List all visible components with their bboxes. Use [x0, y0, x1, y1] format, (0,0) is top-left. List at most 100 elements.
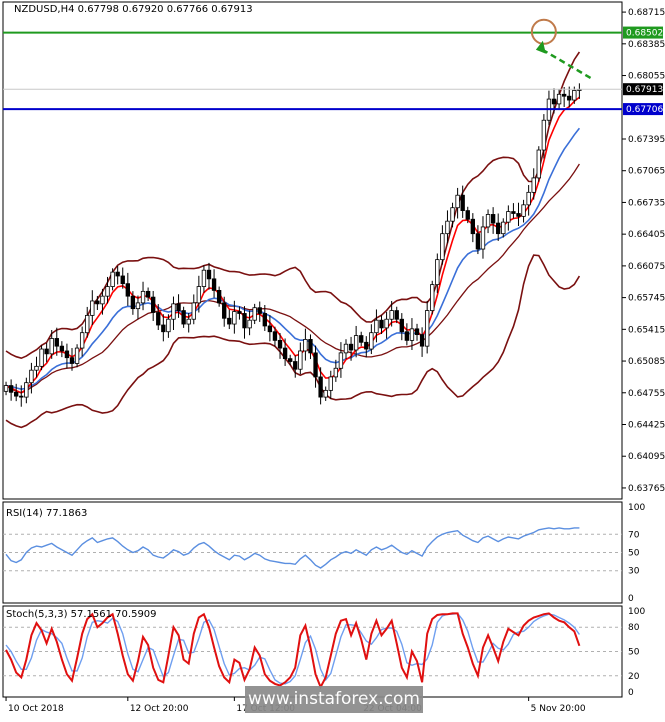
candle-body	[338, 352, 344, 369]
price-tag-current	[623, 83, 663, 96]
candle-body	[536, 149, 541, 179]
candle-body	[389, 310, 394, 320]
price-tick-label: 0.68055	[628, 72, 665, 82]
candle-body	[328, 376, 333, 391]
candle-body	[272, 331, 278, 341]
candle-body	[419, 334, 425, 347]
stoch-tick-label: 20	[628, 672, 640, 682]
projection-arrow-head	[535, 40, 546, 54]
rsi-tick-label: 0	[628, 594, 634, 604]
candle-body	[181, 310, 186, 325]
candle-body	[201, 269, 207, 287]
stoch-tick-label: 80	[628, 623, 640, 633]
price-tick-label: 0.68715	[628, 8, 665, 18]
candle-body	[359, 335, 364, 343]
rsi-line	[5, 527, 580, 569]
candle-body	[516, 213, 521, 217]
candle-body	[90, 300, 95, 316]
candle-body	[374, 319, 379, 334]
price-tick-label: 0.65745	[628, 294, 665, 304]
candle-body	[501, 221, 506, 235]
candle-body	[262, 313, 267, 327]
candle-body	[49, 338, 54, 355]
price-tick-label: 0.64095	[628, 452, 665, 462]
candle-body	[343, 343, 349, 354]
candle-body	[480, 226, 486, 250]
candle-body	[120, 275, 125, 285]
candle-body	[496, 222, 501, 235]
candle-body	[232, 311, 237, 325]
price-tag-label-resistance: 0.68502	[626, 29, 663, 39]
price-tick-label: 0.63765	[628, 484, 665, 494]
candle-body	[191, 302, 196, 320]
candle-body	[140, 290, 146, 304]
candle-body	[156, 312, 161, 326]
candle-body	[485, 214, 491, 228]
time-tick-label: 12 Oct 20:00	[130, 704, 189, 714]
candle-body	[308, 339, 313, 354]
candle-body	[242, 313, 247, 329]
candle-body	[293, 361, 298, 370]
candle-body	[475, 233, 481, 250]
candle-body	[333, 367, 339, 378]
symbol-label: NZDUSD,H4	[14, 4, 75, 15]
stoch-signal-line	[5, 612, 580, 685]
rsi-header: RSI(14) 77.1863	[6, 508, 88, 519]
candle-body	[39, 348, 44, 367]
candle-body	[409, 328, 415, 341]
candle-body	[384, 318, 389, 329]
candle-body	[556, 93, 562, 105]
candle-body	[465, 210, 470, 220]
price-tick-label: 0.68385	[628, 40, 665, 50]
candle-body	[541, 119, 547, 151]
candle-body	[551, 98, 557, 105]
price-tick-label: 0.66735	[628, 198, 665, 208]
candle-body	[282, 347, 288, 360]
price-tag-resistance	[623, 26, 663, 39]
candle-body	[186, 318, 191, 325]
candle-body	[34, 365, 39, 371]
price-tick-label: 0.64425	[628, 420, 665, 430]
candle-body	[257, 307, 262, 314]
candle-body	[506, 211, 511, 223]
price-tick-label: 0.65085	[628, 357, 665, 367]
target-circle	[530, 18, 557, 45]
candle-body	[237, 311, 242, 314]
watermark: www.instaforex.com	[245, 686, 423, 713]
candle-body	[79, 332, 85, 349]
candle-body	[435, 259, 440, 286]
bollinger-lower	[5, 254, 581, 429]
candle-body	[353, 335, 359, 351]
candle-body	[572, 90, 577, 101]
candle-body	[323, 389, 328, 398]
candle-body	[100, 295, 105, 305]
ohlc-values: 0.67798 0.67920 0.67766 0.67913	[77, 4, 253, 15]
stoch-tick-label: 100	[628, 607, 645, 617]
candle-body	[526, 191, 531, 206]
candle-body	[227, 317, 232, 325]
candle-body	[247, 319, 252, 329]
candle-body	[135, 302, 141, 310]
candle-body	[567, 95, 572, 101]
price-pane-frame	[2, 1, 623, 500]
bollinger-upper	[5, 51, 581, 360]
candle-body	[105, 286, 110, 297]
candle-body	[115, 271, 120, 277]
candle-body	[8, 385, 14, 393]
candle-body	[440, 233, 445, 261]
rsi-tick-label: 100	[628, 503, 645, 513]
price-tick-label: 0.65415	[628, 325, 665, 335]
time-tick-label: 5 Nov 20:00	[531, 704, 586, 714]
rsi-tick-label: 70	[628, 530, 640, 540]
candle-body	[24, 382, 29, 398]
candle-body	[216, 289, 222, 304]
candle-body	[211, 278, 217, 291]
candle-body	[64, 350, 70, 359]
candle-body	[399, 318, 404, 333]
candle-body	[430, 284, 435, 311]
rsi-tick-label: 30	[628, 567, 640, 577]
candle-body	[303, 339, 308, 352]
candle-body	[455, 194, 460, 209]
